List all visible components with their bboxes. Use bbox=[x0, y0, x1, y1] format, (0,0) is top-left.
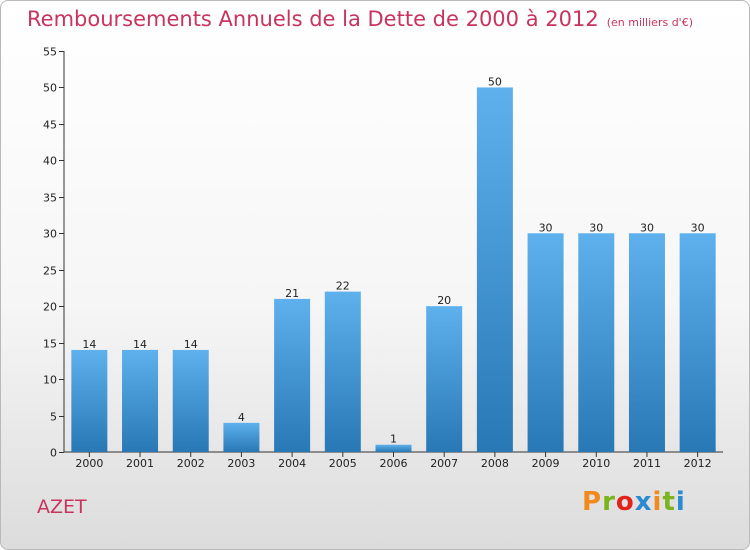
data-label: 50 bbox=[488, 75, 502, 88]
x-tick-label: 2000 bbox=[75, 457, 103, 470]
data-label: 4 bbox=[238, 411, 245, 424]
bar bbox=[426, 306, 463, 452]
chart-title: Remboursements Annuels de la Dette de 20… bbox=[27, 7, 693, 31]
y-tick-label: 15 bbox=[43, 338, 57, 351]
data-label: 14 bbox=[133, 338, 147, 351]
data-label: 21 bbox=[285, 287, 299, 300]
bar bbox=[71, 349, 108, 452]
bar bbox=[172, 349, 209, 452]
y-tick-label: 35 bbox=[43, 192, 57, 205]
x-tick-label: 2009 bbox=[532, 457, 560, 470]
bar bbox=[679, 233, 716, 452]
x-tick-label: 2001 bbox=[126, 457, 154, 470]
logo-letter: o bbox=[615, 487, 635, 517]
chart-subtitle: (en milliers d'€) bbox=[606, 16, 693, 29]
logo-letter: i bbox=[652, 487, 663, 517]
x-tick-label: 2012 bbox=[684, 457, 712, 470]
bar bbox=[223, 422, 260, 452]
x-tick-label: 2007 bbox=[430, 457, 458, 470]
labels: 2000 14 2001 14 2002 14 2003 4 2004 21 2005 22 2006 1… bbox=[75, 75, 711, 470]
x-tick-label: 2003 bbox=[227, 457, 255, 470]
x-tick-label: 2004 bbox=[278, 457, 306, 470]
data-label: 30 bbox=[589, 221, 603, 234]
x-tick-label: 2010 bbox=[582, 457, 610, 470]
data-label: 30 bbox=[539, 221, 553, 234]
y-tick-label: 50 bbox=[43, 82, 57, 95]
x-tick-label: 2002 bbox=[177, 457, 205, 470]
logo-letter: x bbox=[634, 487, 653, 517]
y-tick-label: 45 bbox=[43, 119, 57, 132]
bar bbox=[476, 87, 513, 453]
bars bbox=[71, 87, 716, 453]
data-label: 14 bbox=[82, 338, 96, 351]
proxiti-logo: Proxiti bbox=[582, 487, 686, 517]
data-label: 30 bbox=[640, 221, 654, 234]
bar bbox=[324, 291, 361, 452]
x-tick-label: 2006 bbox=[380, 457, 408, 470]
y-tick-label: 0 bbox=[50, 447, 57, 460]
y-tick-label: 30 bbox=[43, 228, 57, 241]
bar bbox=[375, 444, 412, 452]
data-label: 1 bbox=[390, 433, 397, 446]
x-tick-label: 2008 bbox=[481, 457, 509, 470]
logo-letter: P bbox=[582, 487, 603, 517]
y-tick-label: 10 bbox=[43, 374, 57, 387]
x-tick-label: 2011 bbox=[633, 457, 661, 470]
y-tick-label: 5 bbox=[50, 411, 57, 424]
y-tick-label: 55 bbox=[43, 46, 57, 59]
y-tick-label: 25 bbox=[43, 265, 57, 278]
logo-letter: r bbox=[602, 487, 616, 517]
y-tick-label: 40 bbox=[43, 155, 57, 168]
logo-letter: i bbox=[675, 487, 686, 517]
logo-letter: t bbox=[662, 487, 676, 517]
commune-name: AZET bbox=[37, 496, 87, 518]
x-tick-label: 2005 bbox=[329, 457, 357, 470]
data-label: 22 bbox=[336, 280, 350, 293]
bar bbox=[274, 298, 311, 452]
y-tick-label: 20 bbox=[43, 301, 57, 314]
bar bbox=[122, 349, 159, 452]
bar bbox=[527, 233, 564, 452]
data-label: 30 bbox=[691, 221, 705, 234]
chart-title-main: Remboursements Annuels de la Dette de 20… bbox=[27, 7, 599, 31]
data-label: 20 bbox=[437, 294, 451, 307]
data-label: 14 bbox=[184, 338, 198, 351]
bar bbox=[578, 233, 615, 452]
bar bbox=[628, 233, 665, 452]
